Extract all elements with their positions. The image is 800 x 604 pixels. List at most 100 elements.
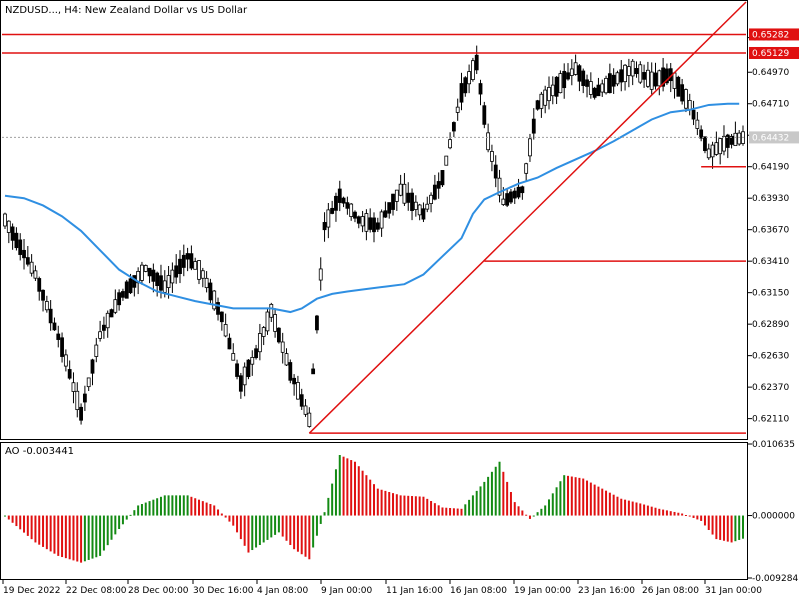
ao-bar <box>23 515 26 533</box>
candle-body <box>554 76 559 97</box>
ao-bar <box>673 511 676 516</box>
candle-body <box>391 193 395 210</box>
ao-bar <box>148 501 151 516</box>
ao-bar <box>593 484 596 516</box>
ao-bar <box>665 510 668 516</box>
ao-bar <box>217 509 220 516</box>
ao-bar <box>106 515 109 546</box>
ao-bar <box>373 484 375 516</box>
candle-body <box>638 64 643 83</box>
ao-bar <box>726 515 729 542</box>
ao-bar <box>232 515 235 526</box>
ao-bar <box>228 515 231 522</box>
candle-body <box>189 253 194 269</box>
candle-body <box>22 249 26 259</box>
candle-body <box>170 269 175 284</box>
candle-body <box>307 412 312 427</box>
top-resistance-tag-text: 0.65282 <box>752 30 789 40</box>
candle-body <box>588 81 593 95</box>
resistance-tag-text: 0.65129 <box>752 49 789 59</box>
candle-body <box>493 164 498 179</box>
candle-body <box>672 72 677 89</box>
candle-body <box>265 311 270 332</box>
ao-bar <box>110 515 113 540</box>
candle-body <box>368 217 373 230</box>
price-pane-frame <box>0 0 748 440</box>
ao-bar <box>502 471 505 516</box>
candle-body <box>121 291 125 298</box>
candle-body <box>292 377 297 385</box>
ao-bar <box>38 515 41 545</box>
ao-bar <box>118 515 121 529</box>
ao-bar <box>338 454 341 516</box>
ao-bar <box>57 515 60 556</box>
ao-bar <box>681 513 684 516</box>
candle-body <box>528 138 532 157</box>
candle-body <box>356 216 361 224</box>
ao-bar <box>61 515 64 558</box>
ao-bar <box>369 479 372 516</box>
ao-bar <box>627 500 630 516</box>
ao-bar <box>198 499 201 516</box>
ao-bar <box>479 486 482 516</box>
ao-bar <box>471 495 474 516</box>
candle-body <box>695 119 700 129</box>
ao-bar <box>578 477 581 516</box>
ao-bar <box>506 481 509 516</box>
candle-body <box>349 203 354 217</box>
candle-body <box>231 353 236 361</box>
candle-body <box>722 135 726 152</box>
candle-body <box>98 331 103 339</box>
ao-bar <box>209 504 212 516</box>
ao-bar <box>646 505 649 516</box>
candle-body <box>486 132 491 151</box>
ao-bar <box>331 483 334 516</box>
time-tick-label: 26 Jan 08:00 <box>642 586 699 596</box>
ao-bar <box>456 508 459 516</box>
candle-body <box>645 69 650 87</box>
ao-bar <box>722 515 725 541</box>
ao-bar <box>190 496 193 516</box>
candle-body <box>204 277 209 289</box>
ao-bar <box>605 490 608 516</box>
ao-bar <box>201 501 204 516</box>
ao-bar <box>658 508 661 516</box>
candle-body <box>162 280 167 293</box>
ao-bar <box>624 499 627 516</box>
ao-bar <box>102 515 105 551</box>
candle-body <box>246 359 251 378</box>
time-tick-label: 19 Dec 2022 <box>3 586 61 596</box>
candle-body <box>71 382 76 392</box>
ao-bar <box>42 515 45 547</box>
candle-body <box>417 204 422 216</box>
candle-body <box>497 177 502 196</box>
ao-bar <box>449 508 452 516</box>
ao-bar <box>342 456 345 516</box>
time-tick-label: 22 Dec 08:00 <box>66 586 127 596</box>
candle-body <box>166 275 171 289</box>
price-tick-label: 0.63150 <box>752 289 789 299</box>
price-tick-label: 0.62630 <box>752 352 789 362</box>
ao-bar <box>304 515 307 557</box>
ao-bar <box>281 515 284 537</box>
ao-bar <box>559 481 562 516</box>
candle-body <box>729 135 734 145</box>
candle-body <box>67 369 72 379</box>
ao-bar <box>308 515 311 560</box>
ao-bar <box>517 506 520 516</box>
candle-body <box>577 65 582 82</box>
ao-bar <box>643 504 646 516</box>
ao-bar <box>532 515 535 517</box>
ao-bar <box>612 494 615 516</box>
candle-body <box>619 69 624 83</box>
ao-bar <box>15 515 18 527</box>
ao-bar <box>509 491 512 516</box>
candle-body <box>665 68 669 84</box>
candle-body <box>505 193 510 206</box>
candle-body <box>706 148 711 159</box>
candle-body <box>341 197 346 204</box>
ao-bar <box>159 496 162 516</box>
candle-body <box>394 189 399 202</box>
candle-body <box>490 151 494 162</box>
